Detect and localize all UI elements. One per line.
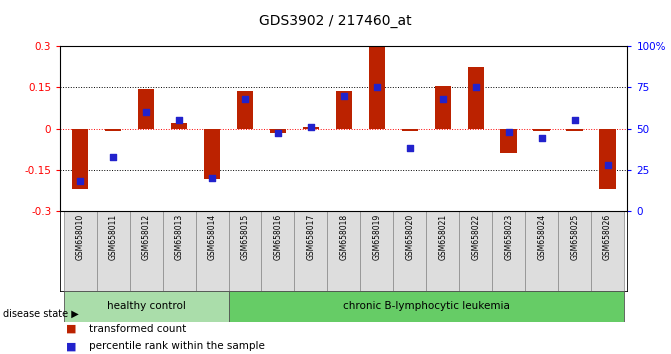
Text: disease state ▶: disease state ▶ xyxy=(3,308,79,318)
Point xyxy=(108,154,119,159)
Bar xyxy=(401,129,418,131)
Point xyxy=(338,93,349,98)
Bar xyxy=(97,211,130,291)
Bar xyxy=(162,211,195,291)
Bar xyxy=(459,211,493,291)
Bar xyxy=(360,211,393,291)
Bar xyxy=(368,47,385,129)
Bar xyxy=(229,291,624,322)
Text: GSM658020: GSM658020 xyxy=(405,213,414,260)
Bar xyxy=(237,91,253,129)
Bar xyxy=(493,211,525,291)
Text: GSM658014: GSM658014 xyxy=(207,213,217,260)
Bar xyxy=(295,211,327,291)
Bar xyxy=(270,129,287,133)
Text: GSM658011: GSM658011 xyxy=(109,213,117,259)
Bar xyxy=(435,86,451,129)
Text: GSM658021: GSM658021 xyxy=(438,213,448,259)
Text: chronic B-lymphocytic leukemia: chronic B-lymphocytic leukemia xyxy=(343,301,510,312)
Point xyxy=(536,136,547,141)
Bar xyxy=(64,291,229,322)
Text: GSM658019: GSM658019 xyxy=(372,213,381,260)
Text: GSM658018: GSM658018 xyxy=(340,213,348,259)
Point xyxy=(272,131,283,136)
Bar xyxy=(525,211,558,291)
Bar xyxy=(262,211,295,291)
Point xyxy=(470,85,481,90)
Bar xyxy=(426,211,459,291)
Text: GDS3902 / 217460_at: GDS3902 / 217460_at xyxy=(259,14,412,28)
Bar xyxy=(130,211,162,291)
Text: GSM658025: GSM658025 xyxy=(570,213,579,260)
Point xyxy=(207,175,217,181)
Bar xyxy=(171,123,187,129)
Text: healthy control: healthy control xyxy=(107,301,186,312)
Text: GSM658023: GSM658023 xyxy=(504,213,513,260)
Point xyxy=(74,178,85,184)
Bar xyxy=(72,129,89,189)
Point xyxy=(603,162,613,168)
Text: GSM658010: GSM658010 xyxy=(76,213,85,260)
Bar xyxy=(327,211,360,291)
Bar xyxy=(501,129,517,153)
Text: GSM658016: GSM658016 xyxy=(274,213,282,260)
Bar xyxy=(229,211,262,291)
Bar xyxy=(468,67,484,129)
Bar xyxy=(599,129,616,189)
Bar xyxy=(303,127,319,129)
Point xyxy=(405,145,415,151)
Point xyxy=(503,129,514,135)
Bar xyxy=(558,211,591,291)
Bar xyxy=(591,211,624,291)
Bar xyxy=(204,129,220,179)
Text: ■: ■ xyxy=(66,341,76,351)
Bar xyxy=(533,129,550,131)
Text: GSM658017: GSM658017 xyxy=(307,213,315,260)
Text: GSM658024: GSM658024 xyxy=(537,213,546,260)
Point xyxy=(569,118,580,123)
Bar xyxy=(336,91,352,129)
Point xyxy=(305,124,316,130)
Point xyxy=(174,118,185,123)
Point xyxy=(372,85,382,90)
Text: percentile rank within the sample: percentile rank within the sample xyxy=(89,341,264,351)
Text: GSM658026: GSM658026 xyxy=(603,213,612,260)
Bar xyxy=(138,88,154,129)
Text: ■: ■ xyxy=(66,324,76,334)
Bar xyxy=(64,211,97,291)
Point xyxy=(240,96,250,102)
Text: GSM658013: GSM658013 xyxy=(174,213,184,260)
Text: GSM658012: GSM658012 xyxy=(142,213,150,259)
Point xyxy=(141,109,152,115)
Bar xyxy=(105,129,121,131)
Text: GSM658015: GSM658015 xyxy=(240,213,250,260)
Bar xyxy=(195,211,229,291)
Bar xyxy=(393,211,426,291)
Text: GSM658022: GSM658022 xyxy=(471,213,480,259)
Bar xyxy=(566,129,583,131)
Text: transformed count: transformed count xyxy=(89,324,186,334)
Point xyxy=(437,96,448,102)
